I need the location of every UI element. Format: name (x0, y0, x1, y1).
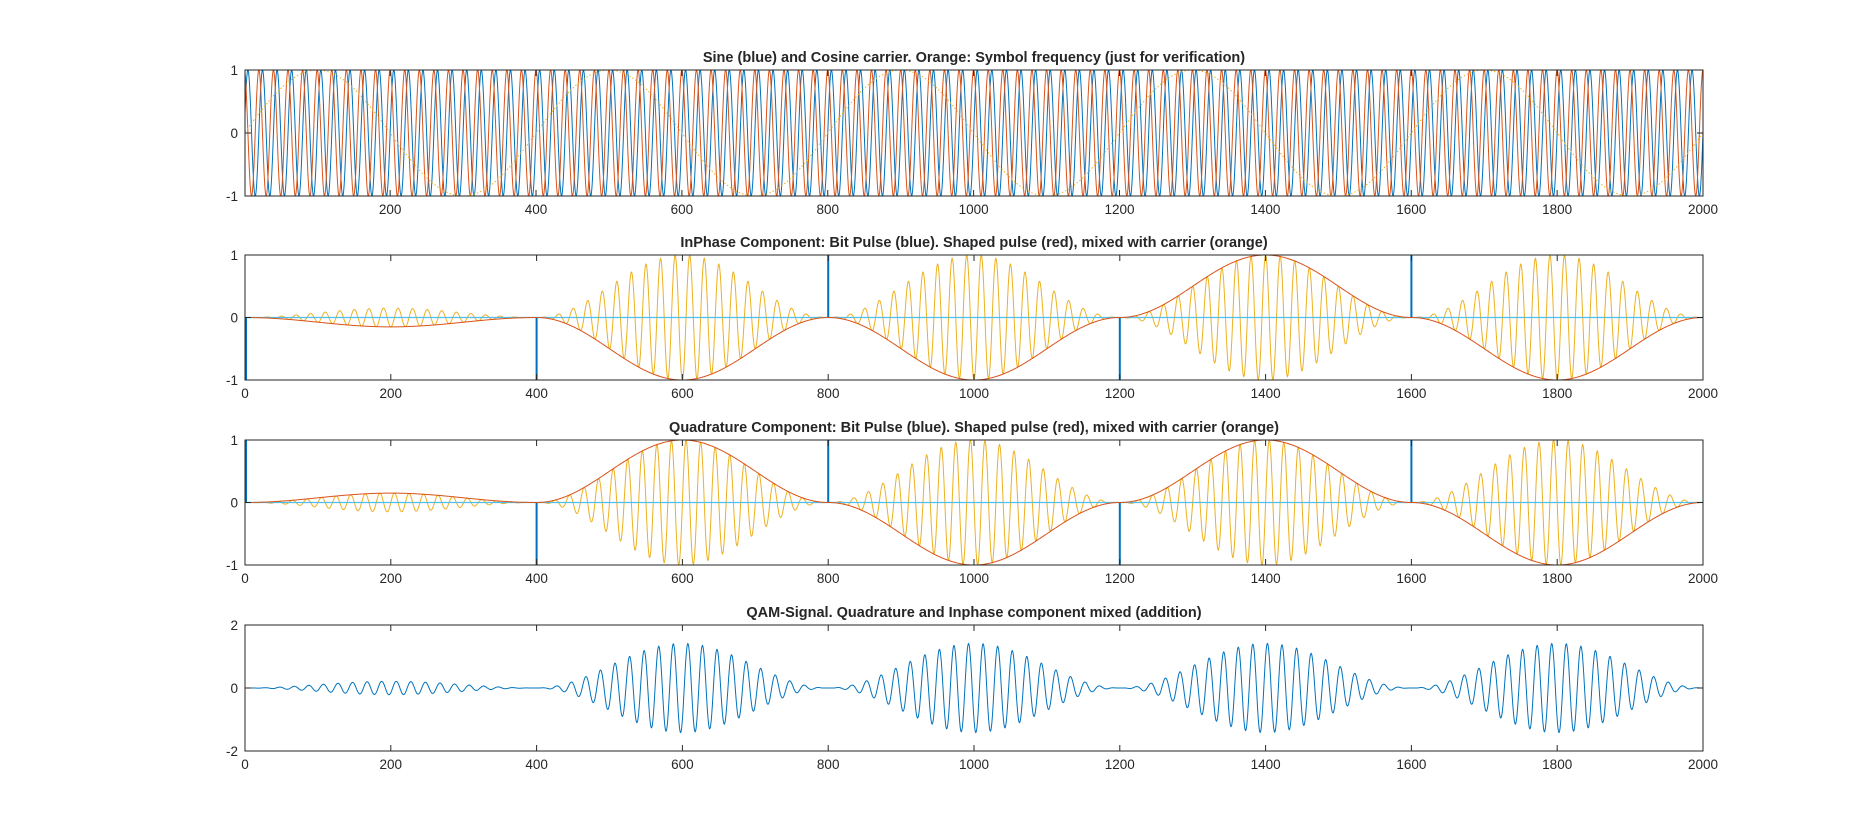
axes-inphase: 0 200 400 600 800 1000 1200 1400 1600 1800 2000-10… (226, 235, 1718, 401)
x-tick-label: 400 (525, 757, 548, 772)
x-tick-label: 1000 (959, 202, 989, 217)
x-tick-label: 800 (816, 202, 839, 217)
x-tick-label: 400 (525, 386, 548, 401)
x-tick-label: 600 (671, 757, 694, 772)
x-tick-label: 1400 (1251, 571, 1281, 586)
x-tick-label: 2000 (1688, 202, 1718, 217)
x-tick-label: 0 (241, 571, 249, 586)
x-tick-label: 600 (671, 571, 694, 586)
data-layer (245, 642, 1703, 734)
y-tick-label: -1 (226, 558, 238, 573)
axes-qam-signal: 0 200 400 600 800 1000 1200 1400 1600 1800 2000-20… (226, 605, 1718, 772)
y-tick-label: 0 (230, 496, 238, 511)
y-tick-label: -1 (226, 189, 238, 204)
y-tick-label: 1 (230, 63, 238, 78)
chart-title: Quadrature Component: Bit Pulse (blue). … (669, 420, 1279, 436)
x-tick-label: 1400 (1250, 202, 1280, 217)
x-tick-label: 800 (817, 386, 840, 401)
y-tick-label: 2 (230, 618, 238, 633)
x-tick-label: 1200 (1105, 386, 1135, 401)
x-tick-label: 600 (671, 386, 694, 401)
symbol-frequency-line (245, 70, 1703, 196)
x-tick-label: 1800 (1542, 757, 1572, 772)
x-tick-label: 200 (379, 202, 402, 217)
qam-signal-line (245, 642, 1703, 734)
chart-title: QAM-Signal. Quadrature and Inphase compo… (746, 605, 1201, 621)
x-tick-label: 1800 (1542, 571, 1572, 586)
x-tick-label: 1600 (1396, 757, 1426, 772)
x-tick-label: 800 (817, 571, 840, 586)
sine-carrier-line (245, 70, 1703, 196)
mixed-carrier-line (245, 255, 1703, 380)
shaped-pulse-line (245, 255, 1703, 380)
chart-title: Sine (blue) and Cosine carrier. Orange: … (703, 50, 1245, 66)
x-tick-label: 1800 (1542, 386, 1572, 401)
y-tick-label: 0 (230, 681, 238, 696)
x-tick-label: 200 (380, 757, 403, 772)
x-tick-label: 2000 (1688, 571, 1718, 586)
y-tick-label: -2 (226, 744, 238, 759)
x-tick-label: 2000 (1688, 386, 1718, 401)
x-tick-label: 200 (380, 571, 403, 586)
y-tick-label: -1 (226, 373, 238, 388)
x-tick-label: 0 (241, 386, 249, 401)
y-tick-label: 0 (230, 311, 238, 326)
y-tick-label: 1 (230, 433, 238, 448)
plot-area (244, 624, 1704, 752)
axes-quadrature: 0 200 400 600 800 1000 1200 1400 1600 1800 2000-10… (226, 420, 1718, 586)
x-tick-label: 1400 (1251, 386, 1281, 401)
x-tick-label: 1200 (1105, 571, 1135, 586)
x-tick-label: 400 (525, 571, 548, 586)
data-layer (245, 440, 1703, 565)
x-tick-label: 2000 (1688, 757, 1718, 772)
y-tick-label: 0 (230, 126, 238, 141)
y-tick-label: 1 (230, 248, 238, 263)
x-tick-label: 600 (671, 202, 694, 217)
chart-title: InPhase Component: Bit Pulse (blue). Sha… (680, 235, 1268, 251)
x-tick-label: 1800 (1542, 202, 1572, 217)
x-tick-label: 800 (817, 757, 840, 772)
x-tick-label: 1200 (1104, 202, 1134, 217)
x-tick-label: 1000 (959, 571, 989, 586)
x-tick-label: 1400 (1251, 757, 1281, 772)
x-tick-label: 1000 (959, 757, 989, 772)
x-tick-label: 200 (380, 386, 403, 401)
x-tick-label: 1600 (1396, 386, 1426, 401)
x-tick-label: 1600 (1396, 202, 1426, 217)
x-tick-label: 1200 (1105, 757, 1135, 772)
x-tick-label: 1600 (1396, 571, 1426, 586)
x-tick-label: 1000 (959, 386, 989, 401)
axes-carrier: 200 400 600 800 1000 1200 1400 1600 1800 2000 -1 0 1… (226, 50, 1718, 217)
x-tick-label: 400 (525, 202, 548, 217)
x-tick-label: 0 (241, 757, 249, 772)
data-layer (245, 255, 1703, 380)
shaped-pulse-line (245, 440, 1703, 565)
